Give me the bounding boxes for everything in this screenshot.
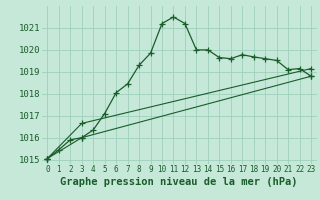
X-axis label: Graphe pression niveau de la mer (hPa): Graphe pression niveau de la mer (hPa) (60, 177, 298, 187)
